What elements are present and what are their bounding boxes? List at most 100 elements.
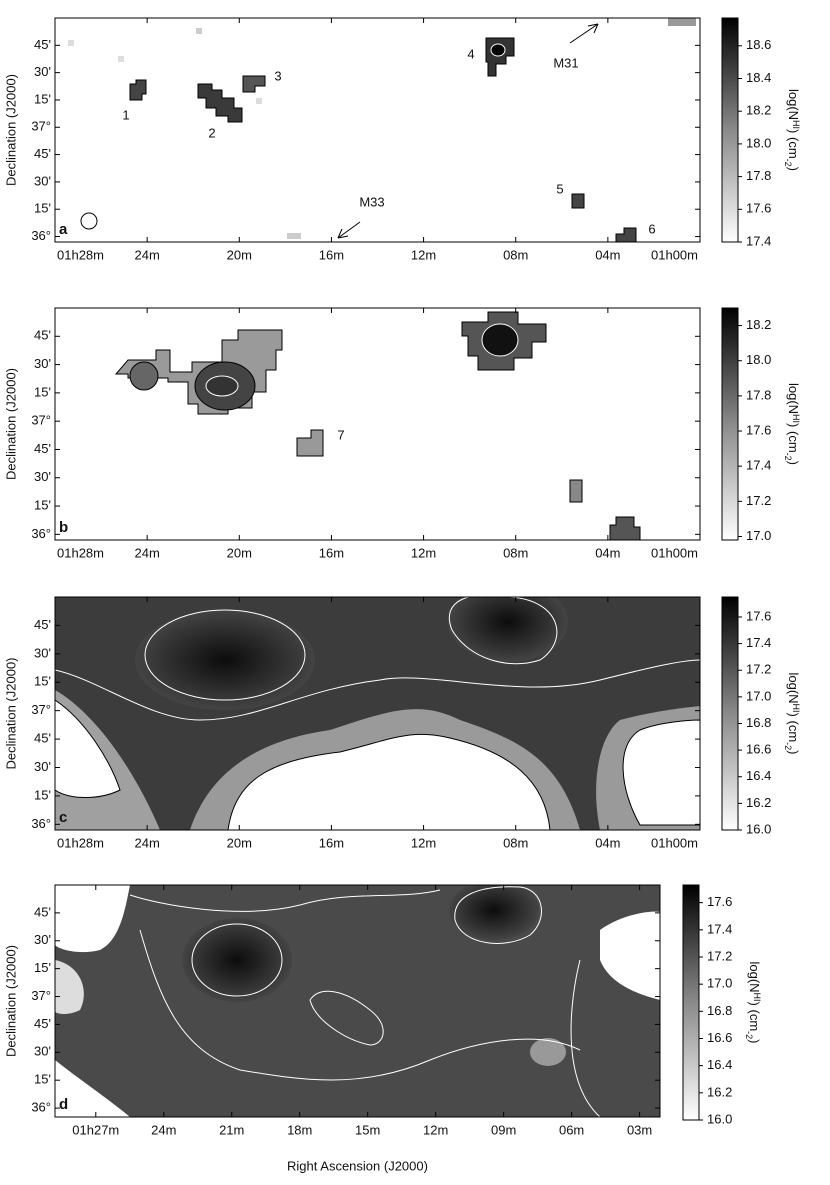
x-tick-label: 16m xyxy=(319,247,344,262)
annotation: 3 xyxy=(274,68,281,83)
x-tick-label: 24m xyxy=(134,545,159,560)
x-tick-label: 08m xyxy=(503,247,528,262)
y-tick-label: 37° xyxy=(31,988,51,1003)
colorbar-tick-label: 16.8 xyxy=(746,715,771,730)
x-tick-label: 08m xyxy=(503,835,528,850)
colorbar-tick-label: 16.6 xyxy=(746,742,771,757)
colorbar-label-part: ) xyxy=(747,1039,762,1043)
colorbar-tick-label: 17.2 xyxy=(707,948,732,963)
colorbar xyxy=(721,307,739,541)
colorbar-label-part: ) xyxy=(786,750,801,754)
colorbar-tick-label: 18.0 xyxy=(746,352,771,367)
annotation: M33 xyxy=(359,194,384,209)
colorbar-label-part: HI xyxy=(752,993,762,1002)
x-tick-label: 20m xyxy=(227,835,252,850)
colorbar-tick-label: 16.8 xyxy=(707,1003,732,1018)
y-axis-label: Declination (J2000) xyxy=(3,945,18,1057)
colorbar-tick-label: 17.4 xyxy=(746,635,771,650)
x-tick-label: 20m xyxy=(227,247,252,262)
y-axis-label: Declination (J2000) xyxy=(3,368,18,480)
annotation: 6 xyxy=(648,221,655,236)
colorbar-tick-label: 17.6 xyxy=(746,201,771,216)
y-tick-label: 15' xyxy=(34,960,51,975)
map-d xyxy=(55,885,660,1117)
colorbar-tick-label: 16.4 xyxy=(746,768,771,783)
colorbar xyxy=(721,596,739,831)
x-tick-label: 04m xyxy=(595,545,620,560)
colorbar-label-part: log(N xyxy=(786,672,801,703)
colorbar-label-part: log(N xyxy=(747,961,762,992)
panel-letter: c xyxy=(59,809,67,826)
x-tick-label: 01h00m xyxy=(651,247,698,262)
colorbar-tick-label: 17.8 xyxy=(746,387,771,402)
x-tick-label: 01h00m xyxy=(651,835,698,850)
colorbar-tick-label: 17.6 xyxy=(746,422,771,437)
y-tick-label: 15' xyxy=(34,497,51,512)
y-tick-label: 30' xyxy=(34,173,51,188)
x-tick-label: 21m xyxy=(219,1122,244,1137)
colorbar-label-part: -2 xyxy=(783,742,793,750)
colorbar-label-part: -2 xyxy=(783,453,793,461)
y-tick-label: 36° xyxy=(31,816,51,831)
annotation: 2 xyxy=(208,125,215,140)
colorbar-label-part: -2 xyxy=(783,159,793,167)
y-tick-label: 15' xyxy=(34,674,51,689)
colorbar-label-part: log(N xyxy=(786,383,801,414)
frame xyxy=(54,596,701,831)
y-tick-label: 30' xyxy=(34,469,51,484)
y-tick-label: 45' xyxy=(34,37,51,52)
annotation: 1 xyxy=(122,107,129,122)
x-tick-label: 09m xyxy=(491,1122,516,1137)
x-tick-label: 20m xyxy=(227,545,252,560)
y-tick-label: 45' xyxy=(34,1016,51,1031)
colorbar-tick-label: 17.6 xyxy=(746,608,771,623)
map-c xyxy=(55,597,700,830)
colorbar-label: log(NHI) (cm-2) xyxy=(783,383,801,465)
y-tick-label: 15' xyxy=(34,91,51,106)
x-tick-label: 08m xyxy=(503,545,528,560)
y-tick-label: 36° xyxy=(31,228,51,243)
colorbar-tick-label: 17.2 xyxy=(746,493,771,508)
colorbar-label-part: ) xyxy=(786,461,801,465)
colorbar-tick-label: 17.6 xyxy=(707,894,732,909)
x-axis-label: Right Ascension (J2000) xyxy=(287,1158,428,1173)
frame xyxy=(54,307,701,541)
x-tick-label: 01h28m xyxy=(57,545,104,560)
x-tick-label: 12m xyxy=(423,1122,448,1137)
colorbar-label-part: log(N xyxy=(786,89,801,120)
x-tick-label: 01h28m xyxy=(57,835,104,850)
colorbar-label-part: ) (cm xyxy=(786,129,801,159)
colorbar xyxy=(682,884,700,1121)
x-tick-label: 04m xyxy=(595,247,620,262)
x-tick-label: 18m xyxy=(287,1122,312,1137)
y-tick-label: 45' xyxy=(34,146,51,161)
x-tick-label: 12m xyxy=(411,545,436,560)
x-tick-label: 16m xyxy=(319,545,344,560)
x-tick-label: 16m xyxy=(319,835,344,850)
colorbar-label-part: ) (cm xyxy=(786,423,801,453)
x-tick-label: 04m xyxy=(595,835,620,850)
y-tick-label: 45' xyxy=(34,328,51,343)
colorbar-tick-label: 18.0 xyxy=(746,135,771,150)
y-tick-label: 45' xyxy=(34,617,51,632)
map-b xyxy=(114,311,641,541)
y-tick-label: 45' xyxy=(34,731,51,746)
y-tick-label: 15' xyxy=(34,201,51,216)
x-tick-label: 01h00m xyxy=(651,545,698,560)
y-tick-label: 45' xyxy=(34,904,51,919)
x-tick-label: 01h27m xyxy=(72,1122,119,1137)
y-tick-label: 30' xyxy=(34,1044,51,1059)
annotation: M31 xyxy=(553,55,578,70)
x-tick-label: 15m xyxy=(355,1122,380,1137)
colorbar-label-part: ) (cm xyxy=(786,713,801,743)
frame xyxy=(54,17,701,243)
colorbar-tick-label: 16.0 xyxy=(707,1111,732,1126)
y-tick-label: 37° xyxy=(31,119,51,134)
y-tick-label: 36° xyxy=(31,1100,51,1115)
y-tick-label: 15' xyxy=(34,787,51,802)
colorbar-tick-label: 17.0 xyxy=(707,976,732,991)
colorbar-tick-label: 16.4 xyxy=(707,1057,732,1072)
y-tick-label: 37° xyxy=(31,413,51,428)
colorbar-label: log(NHI) (cm-2) xyxy=(744,961,762,1043)
x-tick-label: 24m xyxy=(151,1122,176,1137)
